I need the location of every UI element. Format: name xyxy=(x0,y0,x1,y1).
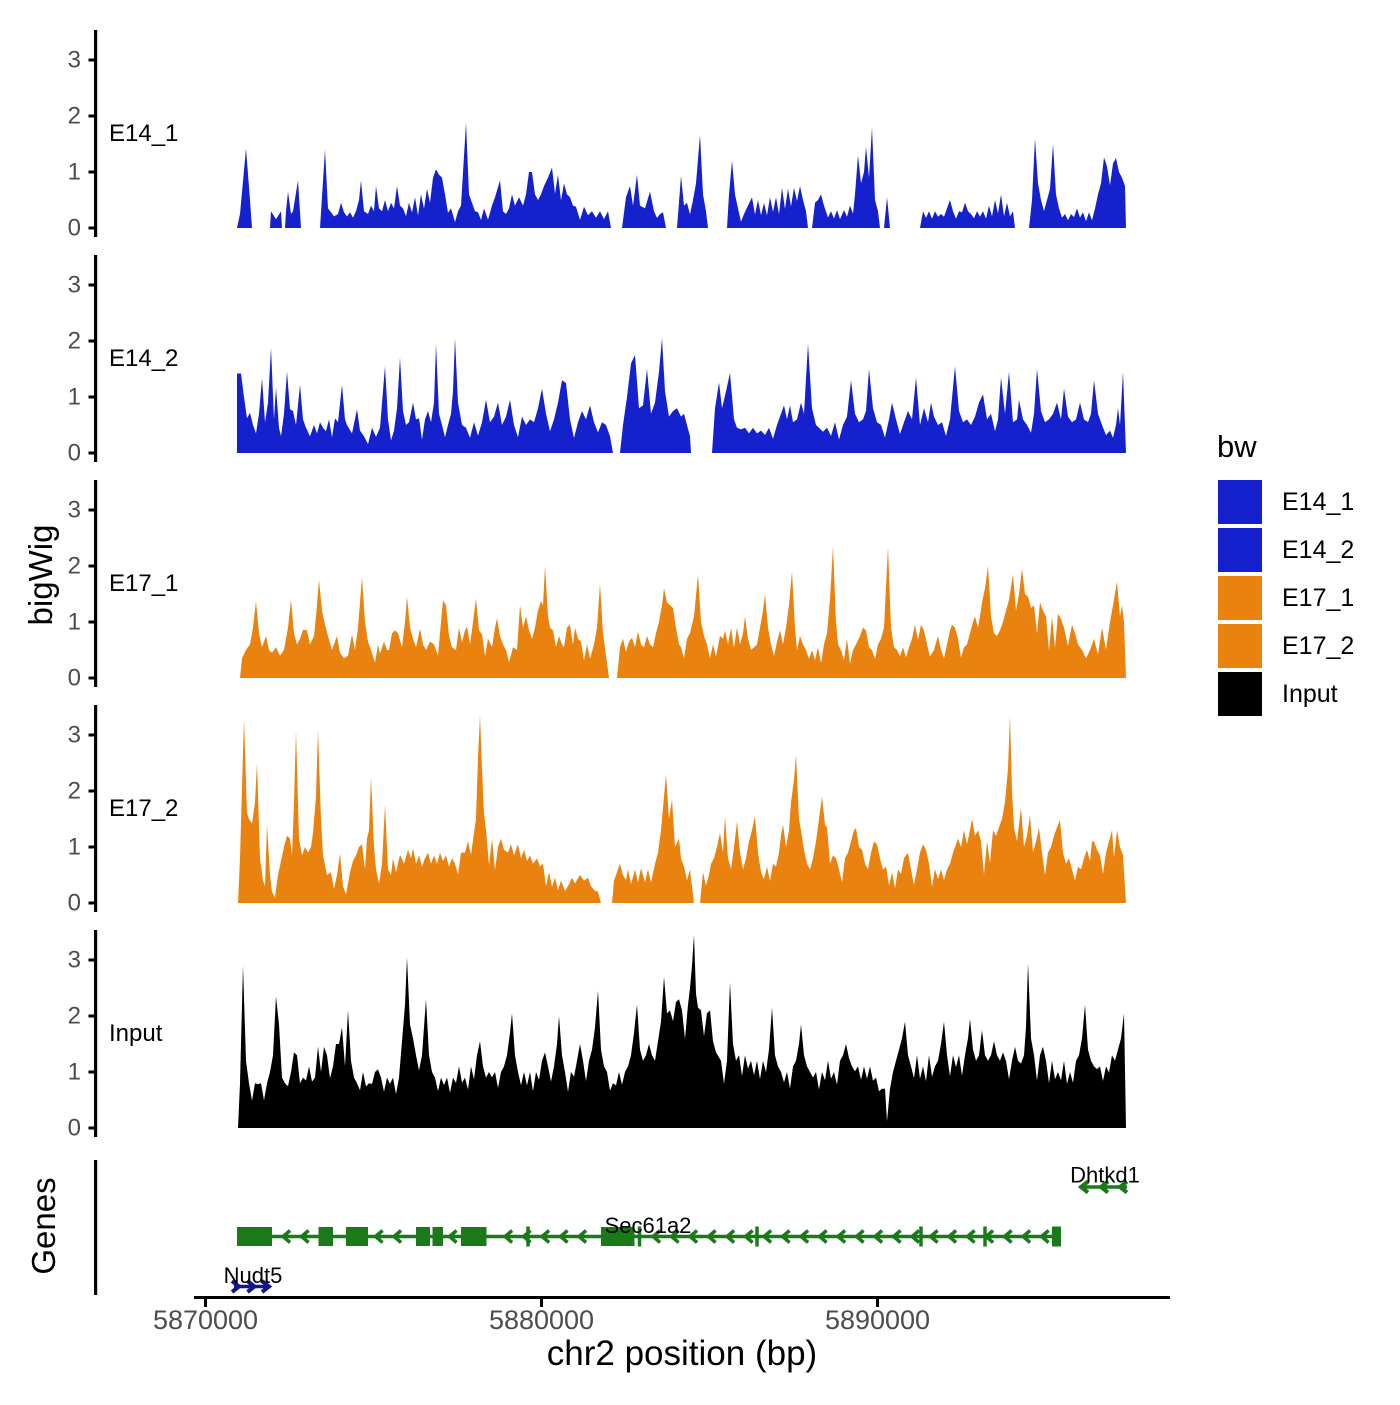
svg-text:E17_1: E17_1 xyxy=(1282,584,1354,612)
svg-text:2: 2 xyxy=(68,553,81,580)
svg-text:2: 2 xyxy=(68,328,81,355)
svg-text:2: 2 xyxy=(68,103,81,130)
svg-text:1: 1 xyxy=(68,609,81,636)
svg-text:Sec61a2: Sec61a2 xyxy=(605,1213,692,1238)
svg-text:E14_1: E14_1 xyxy=(109,120,178,147)
svg-text:Genes: Genes xyxy=(25,1177,62,1274)
svg-text:E14_2: E14_2 xyxy=(109,345,178,372)
svg-text:3: 3 xyxy=(68,47,81,74)
svg-text:E14_1: E14_1 xyxy=(1282,488,1354,516)
svg-text:0: 0 xyxy=(68,215,81,242)
svg-text:0: 0 xyxy=(68,440,81,467)
svg-text:5880000: 5880000 xyxy=(489,1305,594,1335)
svg-text:0: 0 xyxy=(68,665,81,692)
svg-text:3: 3 xyxy=(68,722,81,749)
svg-text:2: 2 xyxy=(68,778,81,805)
svg-text:0: 0 xyxy=(68,1115,81,1142)
svg-text:E17_1: E17_1 xyxy=(109,570,178,597)
svg-text:bigWig: bigWig xyxy=(22,525,59,626)
svg-text:Input: Input xyxy=(109,1020,163,1047)
svg-text:Input: Input xyxy=(1282,680,1338,708)
svg-text:1: 1 xyxy=(68,384,81,411)
svg-text:bw: bw xyxy=(1217,429,1257,464)
svg-text:3: 3 xyxy=(68,947,81,974)
svg-text:Nudt5: Nudt5 xyxy=(224,1263,283,1288)
svg-text:2: 2 xyxy=(68,1003,81,1030)
svg-text:5870000: 5870000 xyxy=(153,1305,258,1335)
svg-text:E17_2: E17_2 xyxy=(1282,632,1354,660)
svg-text:5890000: 5890000 xyxy=(825,1305,930,1335)
svg-text:Dhtkd1: Dhtkd1 xyxy=(1070,1163,1140,1188)
svg-text:chr2 position (bp): chr2 position (bp) xyxy=(547,1334,817,1373)
svg-text:3: 3 xyxy=(68,497,81,524)
svg-text:E17_2: E17_2 xyxy=(109,795,178,822)
svg-text:1: 1 xyxy=(68,159,81,186)
svg-text:E14_2: E14_2 xyxy=(1282,536,1354,564)
svg-text:1: 1 xyxy=(68,1059,81,1086)
svg-text:3: 3 xyxy=(68,272,81,299)
svg-text:1: 1 xyxy=(68,834,81,861)
svg-text:0: 0 xyxy=(68,890,81,917)
